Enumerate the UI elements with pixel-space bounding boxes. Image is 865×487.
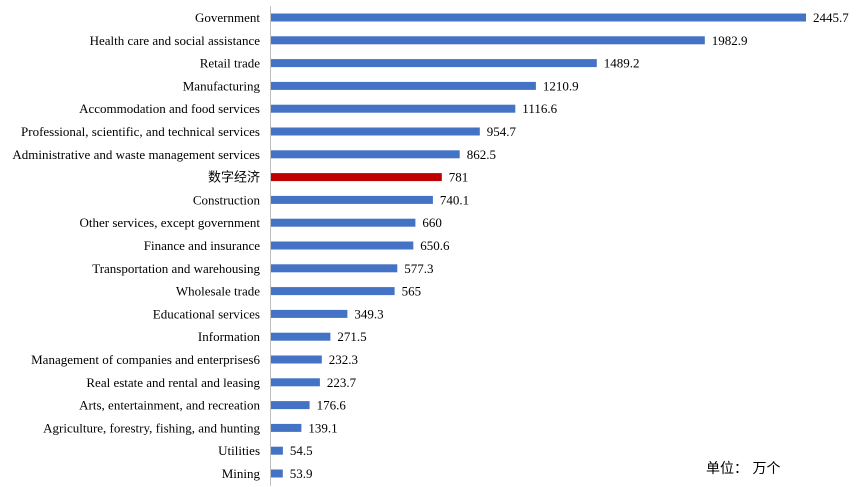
value-label: 271.5	[337, 329, 366, 344]
category-label: Other services, except government	[80, 215, 261, 230]
value-label: 781	[449, 170, 469, 185]
bar	[271, 264, 398, 273]
bar	[271, 36, 705, 45]
value-label: 740.1	[440, 192, 469, 207]
value-label: 954.7	[487, 124, 517, 139]
unit-note: 单位： 万个	[706, 461, 781, 477]
category-label: Information	[198, 329, 261, 344]
category-label: Management of companies and enterprises6	[31, 352, 260, 367]
bar	[271, 469, 283, 478]
value-label: 139.1	[308, 420, 337, 435]
value-label: 660	[422, 215, 442, 230]
category-label: Finance and insurance	[144, 238, 260, 253]
category-label: Accommodation and food services	[79, 101, 260, 116]
bar	[271, 446, 283, 455]
bar	[271, 423, 302, 432]
category-label: 数字经济	[208, 170, 260, 185]
bar	[271, 195, 433, 204]
category-labels-group: Government Health care and social assista…	[12, 10, 260, 481]
category-label: Arts, entertainment, and recreation	[79, 398, 260, 413]
value-label: 1489.2	[604, 56, 640, 71]
category-label: Educational services	[153, 306, 260, 321]
bar	[271, 332, 331, 341]
value-label: 232.3	[329, 352, 358, 367]
value-labels-group: 2445.7 1982.9 1489.2 1210.9 1116.6 954.7 862.5…	[290, 10, 849, 481]
category-label: Government	[195, 10, 260, 25]
value-label: 349.3	[354, 306, 383, 321]
value-label: 1210.9	[543, 78, 579, 93]
category-label: Wholesale trade	[176, 284, 260, 299]
bars-group	[271, 13, 806, 478]
bar	[271, 241, 414, 250]
category-label: Manufacturing	[183, 78, 261, 93]
bar	[271, 401, 310, 410]
value-label: 565	[402, 284, 422, 299]
value-label: 53.9	[290, 466, 313, 481]
bar	[271, 378, 320, 387]
bar	[271, 104, 516, 113]
bar	[271, 150, 460, 159]
value-label: 2445.7	[813, 10, 849, 25]
category-label: Administrative and waste management serv…	[12, 147, 260, 162]
category-label: Real estate and rental and leasing	[86, 375, 260, 390]
value-label: 650.6	[420, 238, 450, 253]
bar	[271, 218, 416, 227]
category-label: Transportation and warehousing	[92, 261, 260, 276]
bar	[271, 59, 597, 68]
bar	[271, 13, 806, 22]
category-label: Agriculture, forestry, fishing, and hunt…	[43, 420, 260, 435]
bar	[271, 81, 536, 90]
value-label: 1982.9	[712, 33, 748, 48]
bar	[271, 309, 348, 318]
value-label: 862.5	[467, 147, 496, 162]
value-label: 54.5	[290, 443, 313, 458]
category-label: Retail trade	[200, 56, 261, 71]
value-label: 223.7	[327, 375, 357, 390]
category-label: Mining	[222, 466, 261, 481]
value-label: 1116.6	[522, 101, 557, 116]
bar	[271, 287, 395, 296]
category-label: Professional, scientific, and technical …	[21, 124, 260, 139]
bar-highlight	[271, 173, 442, 182]
bar	[271, 355, 322, 364]
value-label: 176.6	[317, 398, 347, 413]
category-label: Health care and social assistance	[90, 33, 261, 48]
category-label: Utilities	[218, 443, 260, 458]
category-label: Construction	[193, 192, 261, 207]
value-label: 577.3	[404, 261, 433, 276]
bar	[271, 127, 480, 136]
